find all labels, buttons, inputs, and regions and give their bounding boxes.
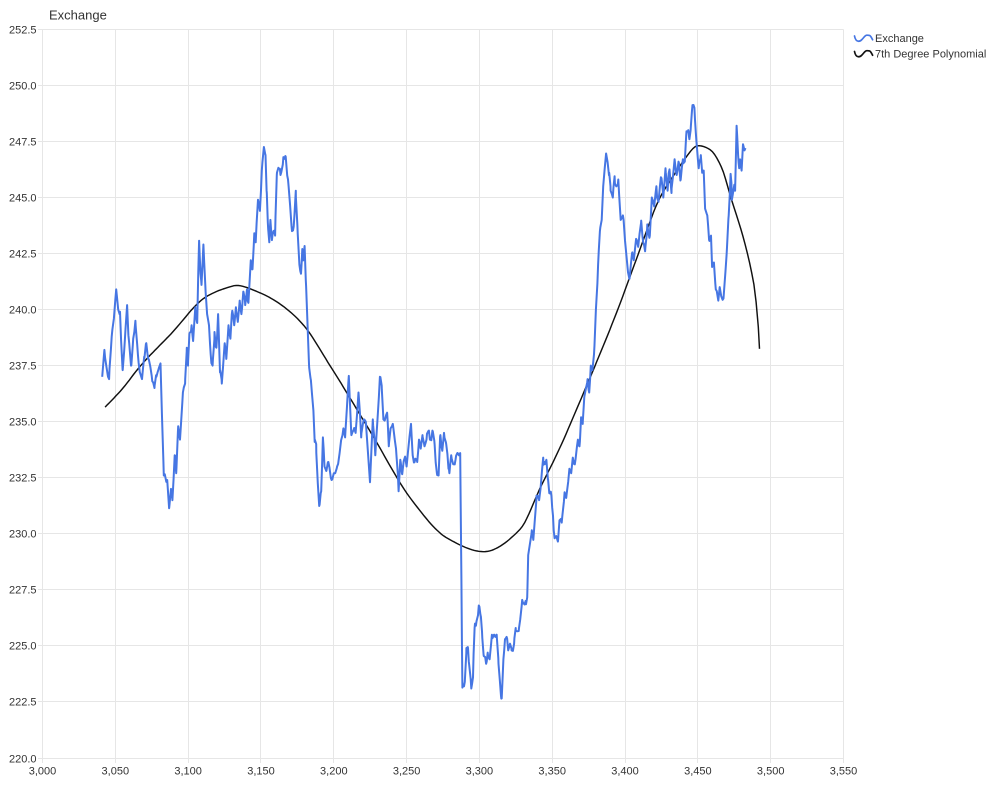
svg-text:3,350: 3,350 (538, 766, 566, 778)
svg-text:3,450: 3,450 (684, 766, 712, 778)
svg-text:250.0: 250.0 (9, 80, 37, 92)
svg-text:240.0: 240.0 (9, 304, 37, 316)
svg-text:Exchange: Exchange (875, 33, 924, 45)
svg-text:3,500: 3,500 (757, 766, 785, 778)
svg-text:3,200: 3,200 (320, 766, 348, 778)
svg-text:235.0: 235.0 (9, 416, 37, 428)
svg-text:242.5: 242.5 (9, 248, 37, 260)
svg-text:3,100: 3,100 (174, 766, 202, 778)
svg-text:227.5: 227.5 (9, 584, 37, 596)
svg-text:3,000: 3,000 (29, 766, 57, 778)
svg-text:3,300: 3,300 (466, 766, 494, 778)
svg-text:230.0: 230.0 (9, 528, 37, 540)
svg-text:220.0: 220.0 (9, 753, 37, 765)
svg-text:222.5: 222.5 (9, 696, 37, 708)
svg-text:247.5: 247.5 (9, 136, 37, 148)
svg-text:3,400: 3,400 (611, 766, 639, 778)
svg-text:3,050: 3,050 (102, 766, 130, 778)
svg-text:Exchange: Exchange (49, 8, 107, 23)
svg-text:3,550: 3,550 (830, 766, 858, 778)
svg-text:245.0: 245.0 (9, 192, 37, 204)
svg-text:232.5: 232.5 (9, 472, 37, 484)
svg-text:225.0: 225.0 (9, 640, 37, 652)
svg-text:3,150: 3,150 (247, 766, 275, 778)
svg-text:7th Degree Polynomial: 7th Degree Polynomial (875, 48, 986, 60)
svg-text:252.5: 252.5 (9, 24, 37, 36)
svg-text:237.5: 237.5 (9, 360, 37, 372)
svg-text:3,250: 3,250 (393, 766, 421, 778)
